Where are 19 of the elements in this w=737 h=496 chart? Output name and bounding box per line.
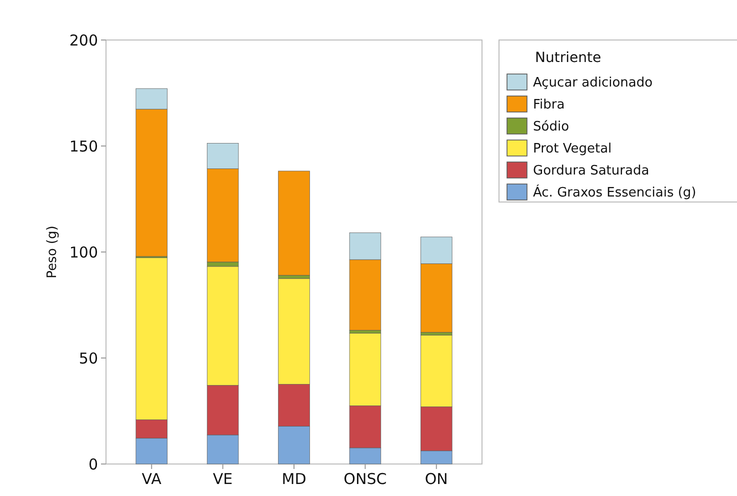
x-tick-label: VA	[142, 470, 162, 488]
bar	[278, 170, 310, 276]
legend-label: Açucar adicionado	[533, 76, 653, 91]
y-tick-label: 100	[69, 243, 98, 262]
y-tick-label: 0	[88, 455, 98, 474]
x-tick-label: VE	[212, 470, 233, 488]
legend-label: Ác. Graxos Essenciais (g)	[533, 184, 696, 201]
legend-label: Sódio	[533, 120, 570, 135]
y-tick-label: 200	[69, 31, 98, 50]
x-tick-label: ONSC	[344, 470, 387, 488]
y-axis-title: Peso (g)	[45, 226, 60, 278]
x-tick-label: ON	[424, 470, 448, 488]
legend-label: Gordura Saturada	[533, 164, 650, 179]
y-tick-label: 150	[69, 137, 98, 156]
x-tick-label: MD	[282, 470, 306, 488]
legend-title: Nutriente	[535, 50, 602, 66]
y-tick-label: 50	[78, 349, 98, 368]
legend-label: Fibra	[533, 98, 565, 113]
legend-label: Prot Vegetal	[533, 142, 612, 157]
